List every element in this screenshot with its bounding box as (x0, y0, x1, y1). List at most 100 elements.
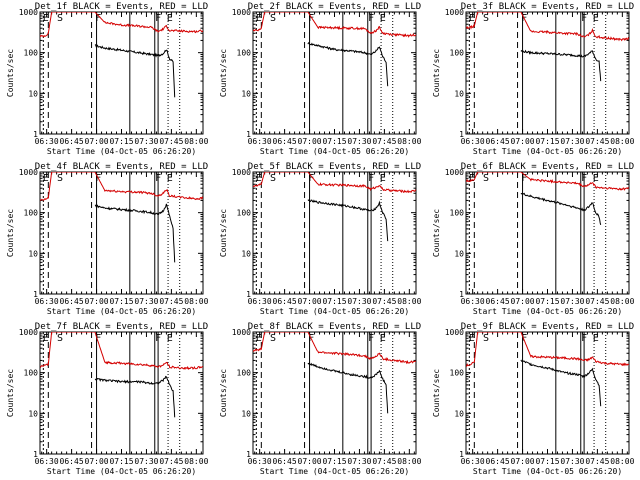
events-series-line (94, 375, 176, 418)
y-tick-label: 1 (246, 130, 251, 139)
y-axis-label: Counts/sec (219, 49, 228, 97)
x-tick-label: 07:15 (109, 457, 133, 466)
lld-series-line (40, 12, 203, 38)
plot-frame (465, 11, 630, 135)
y-tick-label: 1 (459, 450, 464, 459)
x-tick-label: 07:15 (322, 137, 346, 146)
x-tick-label: 07:30 (134, 137, 158, 146)
x-tick-label: 06:45 (486, 137, 510, 146)
plot-frame (252, 331, 417, 455)
chart-panel-1: Det_1f BLACK = Events, RED = LLD 1 10 100 10… (6, 2, 209, 156)
x-tick-label: 07:30 (560, 137, 584, 146)
lld-series-line (253, 172, 416, 194)
events-series-line (94, 44, 176, 98)
x-tick-label: 07:15 (535, 297, 559, 306)
x-tick-label: 06:45 (60, 297, 84, 306)
y-axis-label: Counts/sec (219, 369, 228, 417)
x-tick-label: 08:00 (610, 297, 634, 306)
x-tick-label: 07:00 (85, 297, 109, 306)
plot-frame (465, 331, 630, 455)
y-tick-label: 1 (33, 130, 38, 139)
plot-frame (39, 331, 204, 455)
x-axis-label: Start Time (04-Oct-05 06:26:20) (47, 307, 196, 316)
chart-title: Det_7f BLACK = Events, RED = LLD (35, 322, 208, 332)
x-tick-label: 08:00 (184, 457, 208, 466)
region-label: S (57, 173, 63, 184)
y-tick-label: 100 (450, 49, 465, 58)
y-tick-label: 1 (33, 450, 38, 459)
x-tick-label: 07:00 (511, 457, 535, 466)
y-tick-label: 100 (237, 369, 252, 378)
region-label: S (270, 173, 276, 184)
x-tick-label: 06:30 (35, 137, 59, 146)
region-label: E (167, 173, 173, 184)
series-group (253, 12, 416, 87)
x-tick-label: 08:00 (397, 457, 421, 466)
x-tick-label: 07:30 (134, 297, 158, 306)
y-tick-label: 1000 (445, 8, 464, 17)
region-label: E (256, 333, 262, 344)
y-tick-label: 100 (237, 209, 252, 218)
x-axis-label: Start Time (04-Oct-05 06:26:20) (260, 147, 409, 156)
x-tick-label: 07:45 (585, 457, 609, 466)
region-label: S (57, 333, 63, 344)
x-tick-label: 07:45 (372, 297, 396, 306)
x-tick-label: 06:30 (461, 297, 485, 306)
x-tick-label: 07:45 (585, 137, 609, 146)
y-axis-label: Counts/sec (6, 369, 15, 417)
x-tick-label: 07:00 (511, 137, 535, 146)
y-tick-label: 10 (28, 249, 38, 258)
region-label: F (368, 333, 374, 344)
lld-series-line (466, 172, 629, 191)
y-axis-label: Counts/sec (6, 49, 15, 97)
y-tick-label: 1000 (19, 168, 38, 177)
region-label: E (380, 13, 386, 24)
x-tick-label: 06:45 (60, 137, 84, 146)
y-tick-label: 1000 (445, 328, 464, 337)
x-tick-label: 07:45 (372, 457, 396, 466)
x-tick-label: 07:45 (159, 297, 183, 306)
x-tick-label: 08:00 (184, 137, 208, 146)
region-label: F (155, 173, 161, 184)
series-group (466, 172, 629, 226)
chart-panel-6: Det_6f BLACK = Events, RED = LLD 1 10 100 10… (432, 162, 635, 316)
series-group (40, 332, 203, 418)
y-tick-label: 100 (237, 49, 252, 58)
x-tick-label: 07:15 (322, 297, 346, 306)
chart-title: Det_6f BLACK = Events, RED = LLD (461, 162, 634, 172)
y-tick-label: 1000 (445, 168, 464, 177)
region-label: F (581, 333, 587, 344)
x-tick-label: 07:45 (585, 297, 609, 306)
region-label: E (43, 13, 49, 24)
x-tick-label: 07:30 (347, 137, 371, 146)
lld-series-line (40, 332, 203, 371)
region-label: F (95, 333, 101, 344)
x-axis-label: Start Time (04-Oct-05 06:26:20) (47, 147, 196, 156)
x-tick-label: 07:45 (372, 137, 396, 146)
y-axis-label: Counts/sec (219, 209, 228, 257)
y-tick-label: 100 (450, 209, 465, 218)
x-tick-label: 06:30 (461, 457, 485, 466)
y-tick-label: 1 (459, 290, 464, 299)
lld-series-line (253, 12, 416, 38)
region-label: E (593, 333, 599, 344)
x-tick-label: 07:00 (298, 137, 322, 146)
chart-title: Det_3f BLACK = Events, RED = LLD (461, 2, 634, 12)
region-label: E (167, 333, 173, 344)
series-group (253, 172, 416, 242)
y-tick-label: 1 (33, 290, 38, 299)
events-series-line (307, 199, 389, 242)
x-tick-label: 07:30 (134, 457, 158, 466)
x-tick-label: 07:15 (109, 137, 133, 146)
x-tick-label: 07:15 (109, 297, 133, 306)
y-tick-label: 100 (24, 369, 39, 378)
y-tick-label: 1000 (232, 168, 251, 177)
region-label: E (43, 173, 49, 184)
x-tick-label: 07:15 (535, 137, 559, 146)
x-tick-label: 06:45 (486, 297, 510, 306)
x-axis-label: Start Time (04-Oct-05 06:26:20) (473, 307, 622, 316)
chart-title: Det_1f BLACK = Events, RED = LLD (35, 2, 208, 12)
x-tick-label: 06:45 (273, 297, 297, 306)
region-label: F (155, 13, 161, 24)
region-label: F (581, 173, 587, 184)
